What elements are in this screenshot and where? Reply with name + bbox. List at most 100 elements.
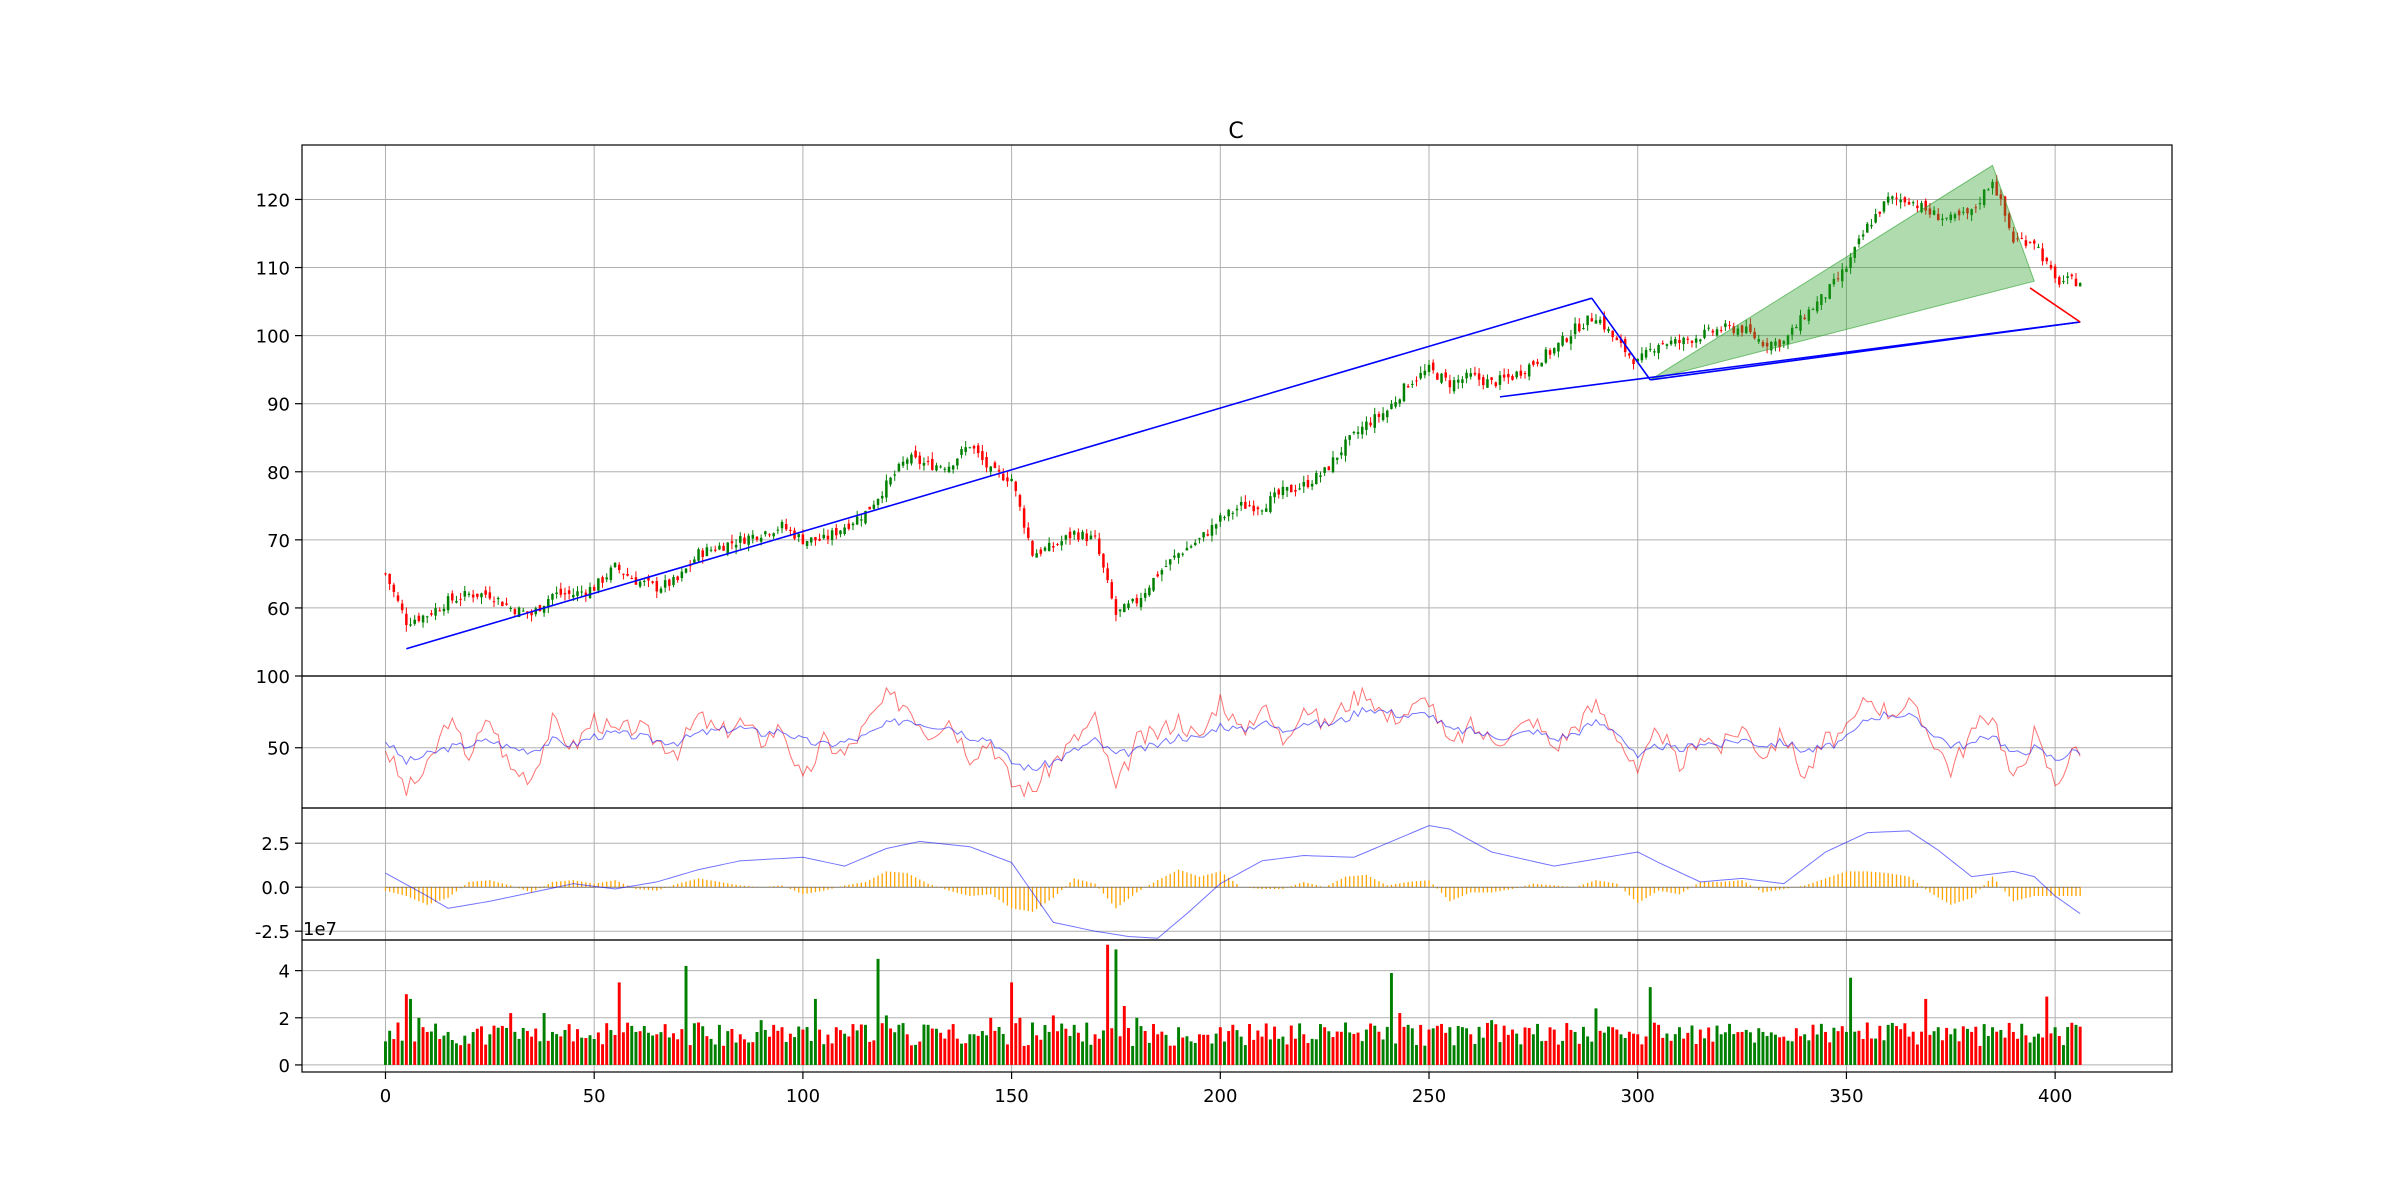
candle-body (1298, 488, 1301, 490)
candle-body (981, 451, 984, 461)
volume-bar (1181, 1037, 1185, 1065)
volume-bar (2024, 1035, 2028, 1065)
volume-bar (2011, 1031, 2015, 1065)
volume-bar (859, 1024, 863, 1065)
candle-body (626, 573, 629, 576)
candle-body (476, 593, 479, 597)
volume-bar (935, 1028, 938, 1065)
volume-bar (918, 1041, 922, 1065)
volume-bar (1005, 1044, 1009, 1065)
candle-body (1168, 559, 1172, 565)
candle-body (446, 596, 450, 611)
volume-bar (2070, 1022, 2074, 1065)
candle-body (430, 613, 433, 615)
macd-ytick-label: -2.5 (255, 922, 290, 943)
volume-bar (2062, 1045, 2065, 1065)
volume-bar (1218, 1027, 1222, 1065)
candle-body (1131, 598, 1134, 602)
candle-body (1335, 457, 1339, 460)
volume-bar (1786, 1040, 1790, 1065)
candle-body (1966, 208, 1969, 214)
candle-body (509, 607, 512, 609)
candle-body (1398, 399, 1402, 404)
candle-body (496, 598, 500, 600)
candle-body (480, 593, 483, 598)
candle-body (989, 466, 992, 472)
volume-bar (1903, 1023, 1907, 1065)
volume-bar (697, 1022, 701, 1065)
candle-body (1832, 278, 1836, 285)
candle-body (1790, 327, 1794, 335)
x-tick-label: 350 (1829, 1086, 1863, 1107)
candle-body (1853, 247, 1857, 258)
candle-body (609, 567, 613, 580)
candle-body (1807, 309, 1811, 321)
volume-bar (1164, 1034, 1168, 1065)
candle-body (1181, 553, 1184, 555)
candle-body (2041, 248, 2044, 262)
volume-bar (613, 1034, 617, 1065)
volume-bar (567, 1024, 571, 1065)
candle-body (780, 521, 784, 529)
candle-body (1235, 508, 1239, 511)
x-tick-label: 50 (583, 1086, 606, 1107)
candle-body (1724, 323, 1727, 327)
volume-bar (830, 1043, 834, 1065)
volume-bar (684, 965, 688, 1065)
volume-bar (1799, 1036, 1802, 1065)
volume-bar (1202, 1034, 1206, 1065)
candle-body (1594, 320, 1598, 324)
volume-bar (1373, 1025, 1377, 1065)
candle-body (1899, 199, 1902, 203)
candle-body (1978, 203, 1982, 205)
candle-body (1744, 326, 1748, 334)
candle-body (1093, 535, 1097, 537)
volume-bar (1143, 1031, 1147, 1065)
volume-bar (1865, 1022, 1869, 1065)
volume-bar (768, 1036, 771, 1065)
candle-body (1686, 338, 1690, 340)
candle-body (1941, 218, 1944, 221)
candle-body (805, 540, 809, 546)
price-panel: 60 70 80 90 100 110 120 (256, 144, 2173, 677)
candle-body (784, 524, 788, 530)
candle-body (1590, 318, 1594, 322)
volume-bar (1248, 1023, 1251, 1065)
volume-bar (454, 1043, 458, 1065)
candle-body (759, 537, 763, 542)
volume-bar (534, 1028, 538, 1065)
candle-body (1022, 508, 1026, 528)
candle-body (1607, 329, 1610, 332)
volume-bar (617, 982, 621, 1065)
candle-body (855, 516, 859, 525)
volume-bar (1999, 1030, 2003, 1065)
volume-bar (1519, 1044, 1523, 1065)
volume-bar (1753, 1042, 1757, 1065)
candle-body (1148, 587, 1151, 596)
macd-signal-line (385, 825, 2081, 939)
volume-bar (521, 1027, 525, 1065)
price-ytick-label: 120 (256, 190, 290, 211)
candle-body (772, 533, 775, 537)
volume-bar (1427, 1029, 1431, 1065)
volume-bar (1598, 1030, 1602, 1065)
volume-bar (1381, 1039, 1385, 1065)
candle-body (1690, 341, 1694, 343)
candle-body (1306, 480, 1310, 488)
candle-body (1552, 348, 1556, 354)
volume-axes-frame (301, 939, 2173, 1073)
candle-body (976, 445, 980, 454)
candle-body (893, 474, 896, 476)
candle-body (2062, 281, 2065, 283)
candle-body (455, 600, 458, 603)
candle-body (747, 535, 750, 545)
candle-body (530, 611, 533, 616)
candle-body (889, 477, 892, 485)
volume-bar (1302, 1034, 1306, 1065)
candle-body (442, 608, 446, 612)
candle-body (1194, 542, 1197, 545)
volume-bar (730, 1028, 734, 1065)
volume-bar (1874, 1038, 1878, 1065)
volume-bar (1127, 1027, 1130, 1065)
candle-body (592, 586, 596, 591)
